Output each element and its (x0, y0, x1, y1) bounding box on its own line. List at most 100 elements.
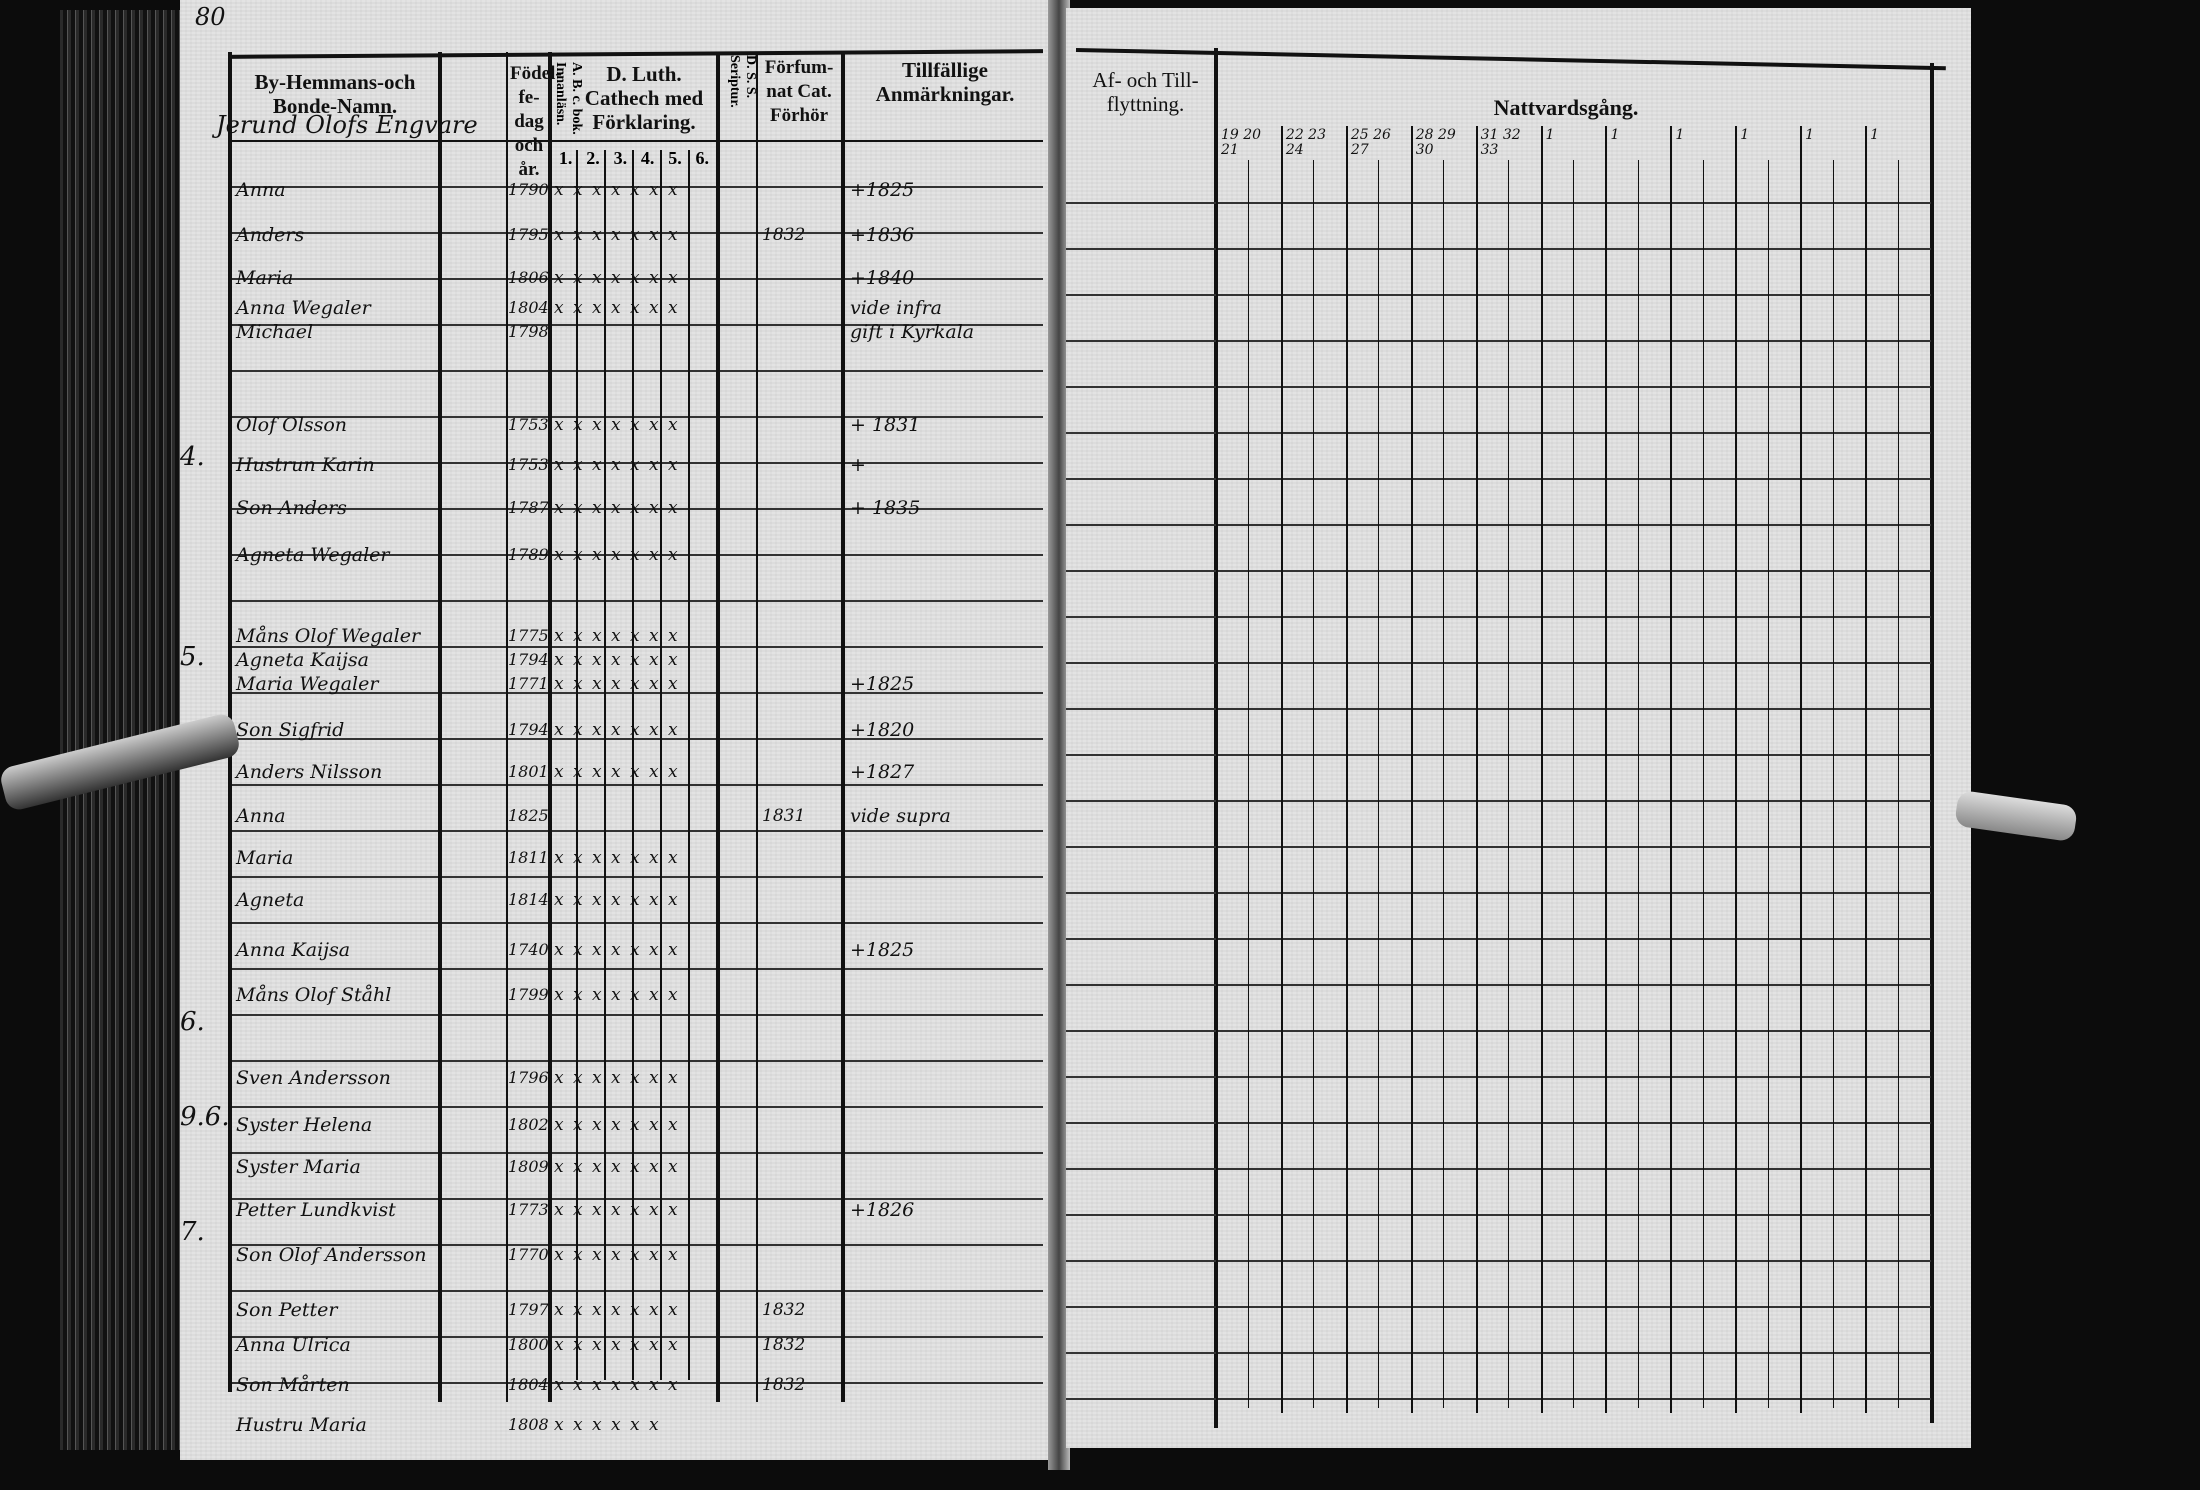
communion-column-rule (1735, 126, 1738, 1413)
row-name: Måns Olof Wegaler (236, 625, 421, 647)
header-remarks: Tillfällige Anmärkningar. (875, 58, 1015, 106)
row-birth: 1787 (508, 498, 549, 517)
row-birth: 1775 (508, 626, 549, 645)
communion-subcolumn-rule (1508, 160, 1510, 1408)
household-number: 7. (180, 1217, 205, 1247)
row-remark: vide infra (850, 297, 943, 319)
communion-column-label: 28 29 30 (1415, 127, 1456, 158)
communion-column-label: 31 32 33 (1480, 127, 1521, 158)
row-marks: x x x x x x x (554, 415, 680, 435)
communion-subcolumn-rule (1378, 160, 1380, 1408)
row-birth: 1795 (508, 225, 549, 244)
row-remark: +1825 (850, 939, 915, 961)
row-birth: 1799 (508, 985, 549, 1004)
communion-column-label: 1 (1610, 127, 1620, 143)
communion-column-rule (1345, 126, 1348, 1413)
row-birth: 1794 (508, 650, 549, 669)
row-name: Son Olof Andersson (236, 1244, 427, 1266)
row-marks: x x x x x x x (554, 650, 680, 670)
row-birth: 1798 (508, 322, 549, 341)
household-number: 9.6. (180, 1102, 230, 1132)
row-marks: x x x x x x x (554, 890, 680, 910)
row-marks: x x x x x x x (554, 1068, 680, 1088)
household-number: 4. (180, 442, 205, 472)
column-rule (841, 52, 845, 1402)
row-name: Anders (236, 224, 305, 246)
row-name: Olof Olsson (236, 414, 347, 436)
row-marks: x x x x x x x (554, 1200, 680, 1220)
ruled-lines (228, 142, 1043, 1392)
row-exam: 1832 (762, 1375, 806, 1395)
row-marks: x x x x x x x (554, 268, 680, 288)
row-birth: 1809 (508, 1157, 549, 1176)
row-name: Anna Kaijsa (236, 939, 351, 961)
row-marks: x x x x x x x (554, 985, 680, 1005)
header-communion: Nattvardsgång. (1493, 95, 1639, 120)
column-rule (716, 52, 720, 1402)
communion-column-label: 1 (1545, 127, 1555, 143)
header-catechism: D. Luth. Cathech med Förklaring. (584, 62, 704, 134)
row-name: Agneta (236, 889, 305, 911)
row-name: Hustru Maria (236, 1414, 367, 1436)
row-remark: +1827 (850, 761, 915, 783)
household-number: 6. (180, 1007, 205, 1037)
row-birth: 1801 (508, 762, 549, 781)
communion-column-rule (1605, 126, 1608, 1413)
row-marks: x x x x x x x (554, 1375, 680, 1395)
header-scripture: D. S. S. Seriptur. (727, 55, 758, 108)
column-rule (548, 52, 552, 1402)
row-name: Anna Ulrica (236, 1334, 351, 1356)
catechism-part-label: 5. (668, 148, 682, 168)
book-gutter (1048, 0, 1070, 1470)
row-remark: vide supra (850, 805, 951, 827)
communion-column-label: 1 (1805, 127, 1815, 143)
row-name: Maria (236, 267, 294, 289)
communion-subcolumn-rule (1702, 160, 1704, 1408)
book-strap (1954, 789, 2078, 843)
row-marks: x x x x x x x (554, 720, 680, 740)
column-rule (688, 150, 690, 1380)
row-birth: 1804 (508, 1375, 549, 1394)
communion-subcolumn-rule (1313, 160, 1315, 1408)
communion-column-rule (1475, 126, 1478, 1413)
row-remark: +1840 (850, 267, 915, 289)
communion-column-label: 1 (1740, 127, 1750, 143)
communion-column-rule (1800, 126, 1803, 1413)
row-remark: +1825 (850, 673, 915, 695)
row-birth: 1789 (508, 545, 549, 564)
column-rule (660, 150, 662, 1380)
row-exam: 1832 (762, 225, 806, 245)
column-rule (1930, 63, 1934, 1423)
row-name: Sven Andersson (236, 1067, 391, 1089)
row-name: Anders Nilsson (236, 761, 383, 783)
communion-subcolumn-rule (1443, 160, 1445, 1408)
communion-column-rule (1865, 126, 1868, 1413)
farm-title: Jerund Olofs Engvare (216, 111, 478, 139)
header-moves: Af- och Till-flyttning. (1092, 68, 1199, 116)
communion-column-label: 25 26 27 (1350, 127, 1391, 158)
communion-subcolumn-rule (1767, 160, 1769, 1408)
household-number: 5. (180, 642, 205, 672)
row-birth: 1796 (508, 1068, 549, 1087)
right-page: Af- och Till-flyttning. Nattvardsgång. 1… (1066, 8, 2078, 1448)
row-marks: x x x x x x x (554, 455, 680, 475)
catechism-part-label: 4. (640, 148, 655, 168)
header-birth: Födel-fe-dag och år. (510, 63, 562, 180)
row-remark: +1836 (850, 224, 915, 246)
row-exam: 1832 (762, 1335, 806, 1355)
communion-subcolumn-rule (1573, 160, 1574, 1408)
header-name: By-Hemmans-och Bonde-Namn. (254, 70, 416, 118)
row-birth: 1797 (508, 1300, 549, 1319)
row-birth: 1771 (508, 674, 549, 693)
row-marks: x x x x x x x (554, 674, 680, 694)
row-exam: 1831 (762, 806, 806, 826)
column-rule (576, 150, 578, 1380)
communion-column-label: 1 (1675, 127, 1685, 143)
catechism-part-label: 6. (695, 148, 710, 168)
communion-subcolumn-rule (1832, 160, 1834, 1408)
row-name: Agneta Wegaler (236, 544, 390, 566)
row-birth: 1802 (508, 1115, 549, 1134)
row-marks: x x x x x x x (554, 298, 680, 318)
row-exam: 1832 (762, 1300, 806, 1320)
row-marks: x x x x x x x (554, 545, 680, 565)
